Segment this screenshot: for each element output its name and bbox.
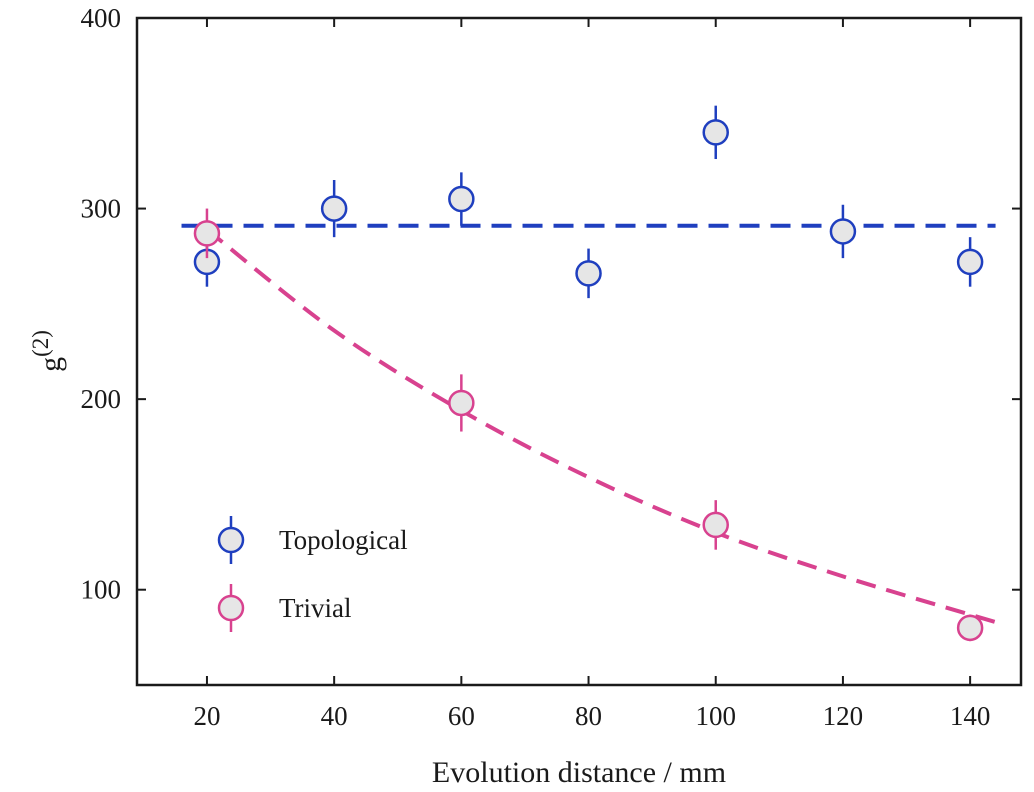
y-tick-label-200: 200 <box>81 384 122 414</box>
legend-marker-topological <box>217 526 245 554</box>
legend-label-topological: Topological <box>279 525 408 555</box>
y-tick-label-300: 300 <box>81 194 122 224</box>
x-tick-label-100: 100 <box>695 701 736 731</box>
legend-label-trivial: Trivial <box>279 593 352 623</box>
y-axis-label: g(2) <box>28 330 67 372</box>
point-trivial-20 <box>193 220 221 247</box>
x-tick-label-80: 80 <box>575 701 602 731</box>
y-axis-label-base: g <box>34 357 67 372</box>
x-axis-label: Evolution distance / mm <box>432 756 726 789</box>
ticks: 20 40 60 80 100 120 140 100 200 300 400 <box>81 3 1021 731</box>
x-tick-label-60: 60 <box>448 701 475 731</box>
point-topological-40 <box>320 195 348 222</box>
legend: Topological Trivial <box>217 516 408 632</box>
y-tick-label-400: 400 <box>81 3 122 33</box>
point-trivial-60 <box>448 389 475 417</box>
fit-line-trivial <box>205 227 997 625</box>
fit-lines <box>181 223 997 625</box>
x-tick-label-140: 140 <box>950 701 991 731</box>
x-tick-label-20: 20 <box>193 701 220 731</box>
data-points <box>193 105 984 642</box>
point-trivial-140 <box>956 614 984 642</box>
point-topological-140 <box>956 248 984 276</box>
legend-marker-trivial <box>217 594 245 622</box>
x-tick-label-120: 120 <box>823 701 864 731</box>
x-tick-label-40: 40 <box>321 701 348 731</box>
y-tick-label-100: 100 <box>81 575 122 605</box>
point-topological-60 <box>448 185 475 213</box>
point-topological-100 <box>702 119 729 146</box>
point-topological-80 <box>575 260 602 287</box>
y-axis-label-superscript: (2) <box>28 330 53 357</box>
plot-area <box>135 16 1023 687</box>
point-topological-120 <box>829 218 857 245</box>
point-trivial-100 <box>702 511 729 539</box>
